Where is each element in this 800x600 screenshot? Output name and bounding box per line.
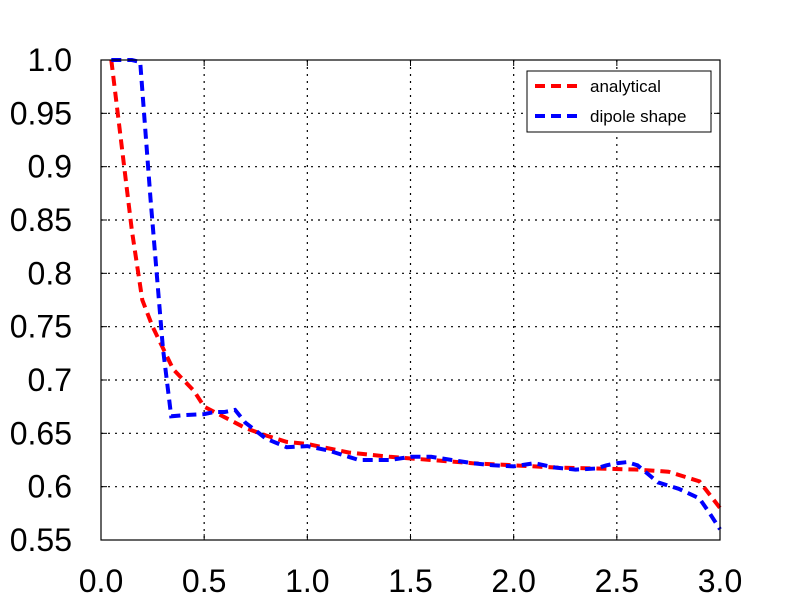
x-axis-tick-labels: 0.0 0.5 1.0 1.5 2.0 2.5 3.0 <box>79 563 742 599</box>
y-tick-label: 0.6 <box>28 469 72 505</box>
y-tick-label: 1.0 <box>28 42 72 78</box>
legend: analytical dipole shape <box>526 70 712 133</box>
x-tick-label: 0.5 <box>182 563 226 599</box>
x-tick-label: 1.0 <box>285 563 329 599</box>
y-tick-label: 0.9 <box>28 149 72 185</box>
y-axis-tick-labels: 0.55 0.6 0.65 0.7 0.75 0.8 0.85 0.9 0.95 1.0 <box>10 42 72 558</box>
legend-label-dipole-shape: dipole shape <box>590 107 686 126</box>
legend-box <box>526 70 712 133</box>
grid-lines <box>101 60 720 540</box>
x-tick-label: 3.0 <box>698 563 742 599</box>
y-tick-label: 0.7 <box>28 362 72 398</box>
y-tick-label: 0.65 <box>10 415 72 451</box>
y-tick-label: 0.95 <box>10 95 72 131</box>
series-line-dipole-shape <box>111 58 722 531</box>
x-tick-label: 0.0 <box>79 563 123 599</box>
x-tick-label: 1.5 <box>388 563 432 599</box>
y-tick-label: 0.55 <box>10 522 72 558</box>
legend-label-analytical: analytical <box>590 77 661 96</box>
series-layer <box>109 58 722 531</box>
x-tick-label: 2.5 <box>595 563 639 599</box>
y-tick-label: 0.8 <box>28 255 72 291</box>
x-tick-label: 2.0 <box>491 563 535 599</box>
y-tick-label: 0.85 <box>10 202 72 238</box>
y-tick-label: 0.75 <box>10 309 72 345</box>
tick-marks <box>100 59 721 541</box>
